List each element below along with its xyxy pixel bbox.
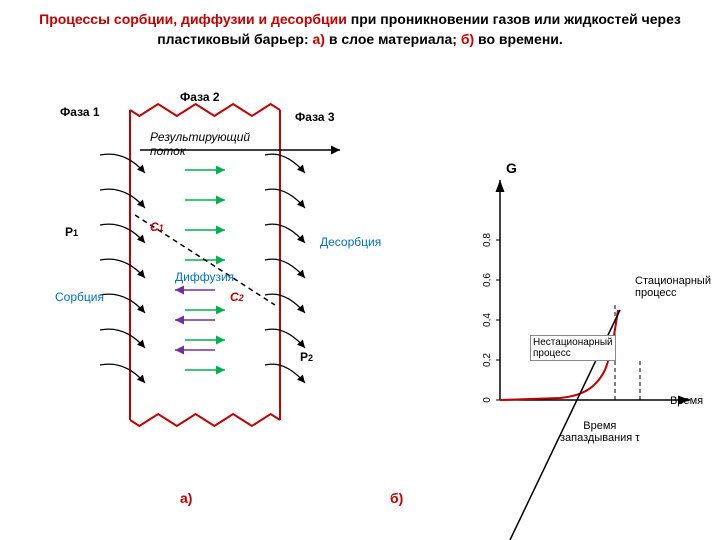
steady-label: Стационарныйпроцесс xyxy=(635,275,711,299)
svg-text:0,6: 0,6 xyxy=(482,273,493,287)
svg-text:0: 0 xyxy=(482,397,493,403)
g-axis-label: G xyxy=(506,160,517,176)
svg-text:0,8: 0,8 xyxy=(482,233,493,247)
time-axis-label: Время xyxy=(670,395,703,407)
nonsteady-label: Нестационарныйпроцесс xyxy=(530,335,616,361)
svg-text:0,4: 0,4 xyxy=(482,313,493,327)
chart-b: 0 0,2 0,4 0,6 0,8 xyxy=(0,0,720,540)
svg-text:0,2: 0,2 xyxy=(482,353,493,367)
lag-label: Времязапаздывания τ xyxy=(560,420,640,444)
